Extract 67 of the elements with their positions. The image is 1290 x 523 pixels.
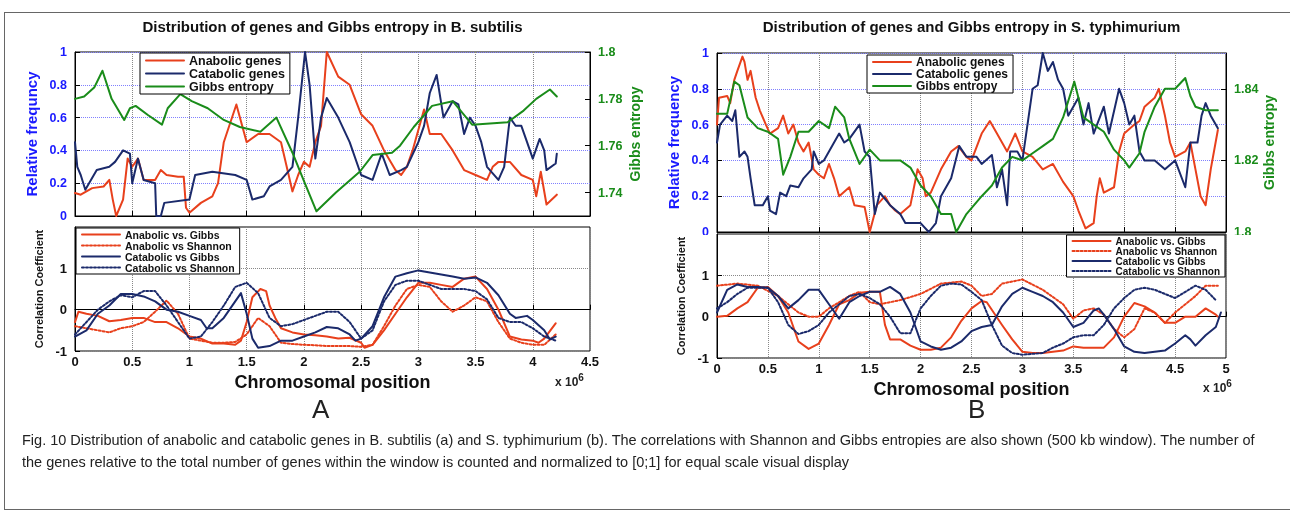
y-tick-label: 0.4 xyxy=(691,153,710,168)
y-tick-label: 1 xyxy=(60,45,68,59)
x-tick-label: 0.5 xyxy=(758,361,777,376)
x-tick-label: 5 xyxy=(1222,361,1230,376)
y-tick-label: 0.2 xyxy=(691,189,710,204)
legend-label: Catabolic vs Gibbs xyxy=(125,250,220,263)
y-tick-label: 0.6 xyxy=(49,110,68,125)
y2-axis-title: Gibbs entropy xyxy=(627,86,643,182)
y2-tick-label: 1.76 xyxy=(598,138,623,153)
legend-label: Catabolic vs Shannon xyxy=(1115,265,1221,277)
y-tick-label: 1 xyxy=(702,46,710,60)
y-tick-label: 0.4 xyxy=(49,143,68,158)
y-tick-label: 0.8 xyxy=(691,81,710,96)
y2-tick-label: 1.84 xyxy=(1234,81,1259,96)
x-tick-label: 0.5 xyxy=(123,354,142,369)
y-tick-label: -1 xyxy=(697,350,709,366)
x-tick-label: 4 xyxy=(529,354,538,369)
text: x 10$^{6}$ xyxy=(555,371,584,391)
legend-label: Anabolic genes xyxy=(189,53,282,68)
y2-tick-label: 1.78 xyxy=(598,91,623,106)
y-tick-label: 0.2 xyxy=(49,176,68,191)
legend-label: Anabolic vs. Gibbs xyxy=(1115,235,1206,247)
x-tick-label: 0 xyxy=(71,354,79,369)
x-tick-label: 4 xyxy=(1120,361,1129,376)
legend-label: Catabolic vs Shannon xyxy=(125,261,235,274)
x-axis-title: Chromosomal position xyxy=(234,372,431,392)
y-tick-label: 0.6 xyxy=(691,117,710,132)
x-tick-label: 3.5 xyxy=(466,354,485,369)
x-tick-label: 0 xyxy=(713,361,721,376)
x-tick-label: 4.5 xyxy=(1166,361,1185,376)
legend-label: Anabolic vs Shannon xyxy=(125,239,232,252)
x-tick-label: 2.5 xyxy=(962,361,981,376)
y-tick-label: 1 xyxy=(701,267,709,283)
y-tick-label: -1 xyxy=(55,343,67,359)
chart-title: Distribution of genes and Gibbs entropy in S. typhimurium xyxy=(762,18,1181,35)
y-axis-title: Relative frequency xyxy=(664,75,682,210)
y-axis-title: Correlation Coefficient xyxy=(675,236,688,356)
y2-tick-label: 1.74 xyxy=(598,185,623,200)
x-tick-label: 2 xyxy=(916,361,925,376)
legend-label: Anabolic genes xyxy=(916,55,1006,69)
y-tick-label: 0 xyxy=(59,302,67,318)
y-tick-label: 0 xyxy=(701,309,709,325)
chart-title: Distribution of genes and Gibbs entropy in B. subtilis xyxy=(142,18,523,35)
legend-label: Catabolic vs Gibbs xyxy=(1115,255,1206,267)
y-axis-title: Correlation Coefficient xyxy=(33,229,46,349)
x-tick-label: 1 xyxy=(815,361,823,376)
x-tick-label: 2 xyxy=(300,354,308,369)
text: A xyxy=(312,394,330,424)
caption: Fig. 10 Distribution of anabolic and catabolic genes in B. subtilis (a) and S. typhimurium (b). The correlations with Shannon and Gibbs entropies are also shown (500 kb window). The number of the genes relative to the total number of genes within the window is counted and normalized to [0;1] for equal scale visual display xyxy=(22,431,1256,472)
y2-tick-label: 1.82 xyxy=(1234,153,1259,168)
x-tick-label: 1 xyxy=(185,354,194,369)
x-tick-label: 4.5 xyxy=(580,354,600,369)
y-tick-label: 0 xyxy=(60,209,68,223)
x-tick-label: 1.5 xyxy=(860,361,879,376)
y-axis-title: Relative frequncy xyxy=(22,70,40,197)
x-tick-label: 3 xyxy=(1018,361,1027,376)
x-tick-label: 3.5 xyxy=(1064,361,1083,376)
y-tick-label: 0.8 xyxy=(49,77,68,92)
y2-axis-title: Gibbs entropy xyxy=(1261,94,1277,190)
x-tick-label: 1.5 xyxy=(237,354,256,369)
x-tick-label: 3 xyxy=(414,354,422,369)
y-tick-label: 1 xyxy=(59,260,67,276)
text: x 10$^{6}$ xyxy=(1203,377,1232,397)
y2-tick-label: 1.8 xyxy=(598,45,616,59)
x-tick-label: 2.5 xyxy=(352,354,371,369)
legend-label: Anabolic vs Shannon xyxy=(1115,245,1218,257)
legend-label: Anabolic vs. Gibbs xyxy=(125,228,220,241)
